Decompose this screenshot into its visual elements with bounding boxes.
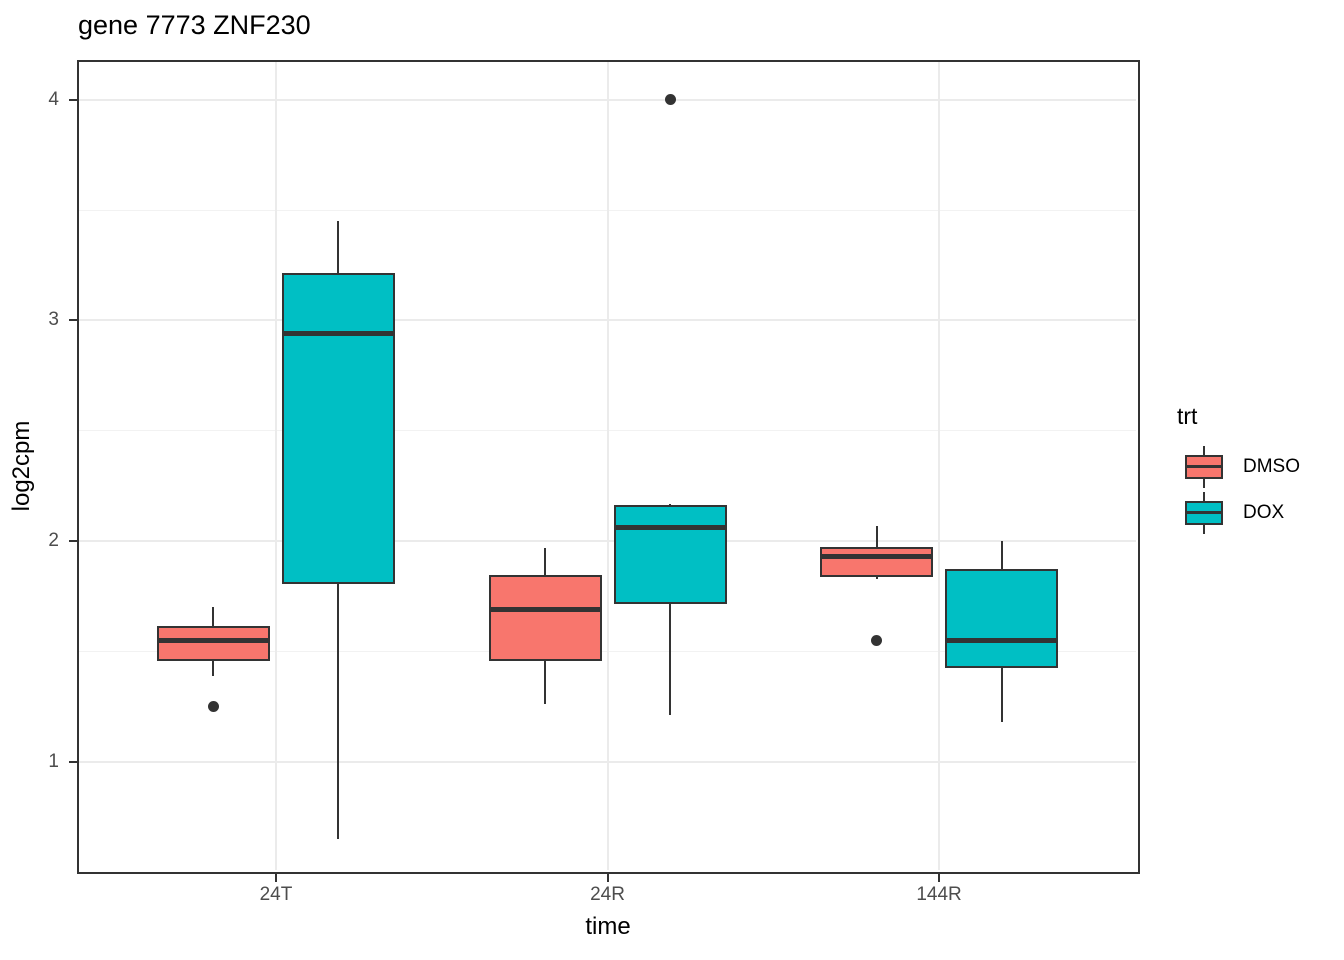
legend-label-dmso: DMSO (1243, 456, 1300, 477)
median-24T-DMSO (156, 637, 270, 643)
x-axis-title: time (585, 913, 631, 940)
whisker-lower-144R-DMSO (875, 576, 878, 579)
panel-border (77, 60, 1140, 874)
whisker-upper-144R-DOX (1000, 541, 1003, 570)
whisker-lower-144R-DOX (1000, 666, 1003, 722)
box-24T-DOX (281, 273, 395, 584)
y-tick-mark-4 (69, 98, 77, 101)
outlier-point-144R-DMSO (871, 634, 883, 646)
x-tick-label-24R: 24R (590, 884, 625, 905)
x-tick-mark-24T (274, 874, 277, 882)
median-24R-DMSO (488, 606, 602, 612)
median-24R-DOX (613, 525, 727, 531)
key-median-line (1185, 465, 1223, 468)
gridline-x-24T (274, 62, 277, 870)
box-24T-DMSO (156, 626, 270, 662)
outlier-point-24T-DMSO (207, 701, 219, 712)
outlier-point-24R-DOX (664, 94, 676, 106)
gridline-x-24R (606, 62, 609, 870)
gridline-x-144R (938, 62, 941, 870)
whisker-lower-24T-DMSO (212, 660, 215, 676)
whisker-upper-24T-DOX (337, 221, 340, 275)
legend-label-dox: DOX (1243, 502, 1285, 523)
box-144R-DMSO (820, 546, 934, 578)
y-tick-mark-2 (69, 540, 77, 543)
x-tick-mark-24R (606, 874, 609, 882)
plot-title: gene 7773 ZNF230 (78, 10, 311, 40)
whisker-lower-24R-DOX (669, 602, 671, 716)
y-tick-label-2: 2 (48, 530, 59, 552)
legend-title: trt (1177, 403, 1198, 429)
y-tick-mark-1 (69, 760, 77, 763)
key-median-line (1185, 511, 1223, 514)
median-144R-DOX (945, 637, 1059, 643)
whisker-upper-24R-DOX (669, 503, 671, 506)
whisker-lower-24T-DOX (337, 582, 340, 839)
legend-item-dmso: DMSO (1177, 444, 1300, 490)
legend: trt DMSO DOX (1177, 403, 1300, 536)
legend-item-dox: DOX (1177, 490, 1300, 536)
box-144R-DOX (945, 568, 1059, 668)
whisker-lower-24R-DMSO (544, 660, 546, 705)
median-24T-DOX (281, 331, 395, 337)
x-tick-label-24T: 24T (259, 884, 293, 905)
boxplot-key-icon (1185, 492, 1223, 534)
median-144R-DMSO (820, 553, 934, 559)
box-24R-DOX (613, 504, 727, 604)
x-tick-label-144R: 144R (916, 884, 962, 905)
boxplot-key-icon (1185, 446, 1223, 488)
x-tick-mark-144R (938, 874, 941, 882)
y-tick-label-1: 1 (48, 750, 59, 772)
y-tick-mark-3 (69, 319, 77, 322)
whisker-upper-24T-DMSO (212, 607, 215, 628)
box-24R-DMSO (488, 575, 602, 662)
whisker-upper-24R-DMSO (544, 547, 546, 577)
whisker-upper-144R-DMSO (875, 525, 878, 548)
y-tick-label-4: 4 (48, 88, 59, 110)
y-tick-label-3: 3 (48, 309, 59, 331)
